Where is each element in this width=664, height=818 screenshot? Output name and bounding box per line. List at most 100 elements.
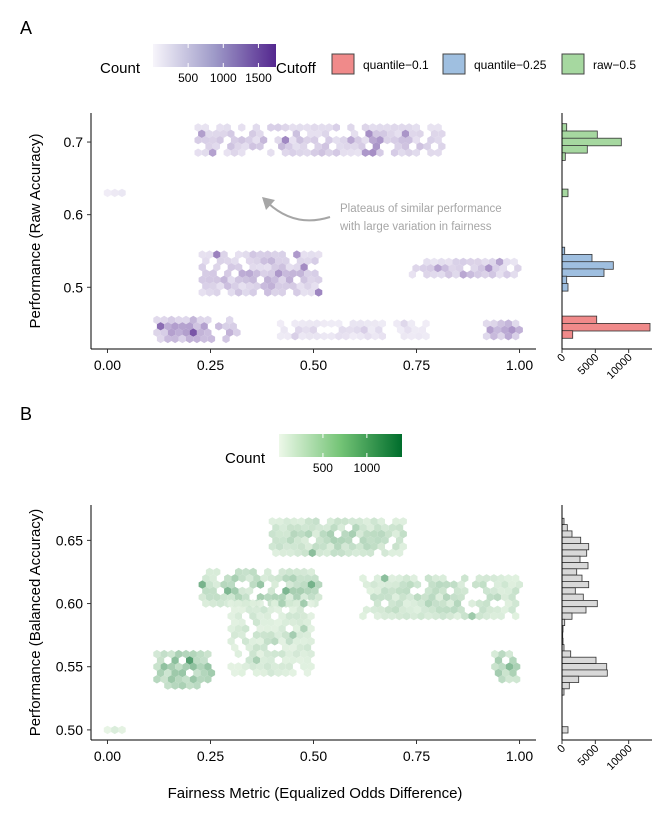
hex-bin — [400, 332, 408, 341]
hex-bin — [483, 599, 491, 608]
hex-bin — [307, 567, 315, 577]
hex-bin — [300, 599, 308, 608]
hex-bin — [406, 605, 414, 614]
hex-bin — [234, 624, 242, 633]
hex-bin — [252, 135, 260, 145]
hex-bin — [201, 135, 209, 145]
hex-bin — [310, 135, 319, 145]
hex-bin — [381, 611, 389, 621]
hex-bin — [296, 148, 304, 157]
hexbin-a — [103, 123, 523, 344]
hex-bin — [213, 288, 221, 297]
hex-bin — [249, 263, 257, 272]
hex-bin — [202, 586, 210, 596]
cutoff-swatch-raw-0-5 — [561, 53, 585, 75]
hex-bin — [390, 135, 399, 145]
hex-bin — [220, 129, 228, 138]
hex-bin — [345, 548, 353, 558]
hex-bin — [297, 542, 305, 551]
hex-bin — [242, 593, 250, 602]
hex-bin — [278, 637, 286, 646]
hex-bin — [509, 668, 517, 678]
hex-bin — [198, 593, 206, 602]
hex-bin — [198, 580, 206, 589]
hex-bin — [260, 574, 268, 583]
hex-bin — [296, 643, 304, 652]
hex-bin — [213, 567, 221, 577]
hex-bin — [226, 315, 234, 325]
hex-bin — [289, 281, 297, 291]
hex-bin — [474, 257, 482, 267]
hex-bin — [216, 256, 225, 266]
hex-bin — [388, 611, 396, 621]
hex-bin — [292, 611, 301, 621]
hex-bin — [488, 270, 496, 279]
hex-bin — [346, 325, 354, 335]
hex-bin — [490, 611, 498, 621]
hex-bin — [508, 325, 516, 335]
histogram-bar — [561, 549, 588, 557]
hex-bin — [430, 270, 438, 279]
hex-bin — [193, 334, 201, 344]
hex-bin — [300, 567, 308, 577]
hex-bin — [497, 611, 505, 621]
hex-bin — [315, 580, 323, 589]
hex-bin — [475, 599, 483, 608]
hex-bin — [395, 586, 403, 596]
hex-bin — [285, 275, 294, 284]
hex-bin — [209, 599, 217, 608]
hex-bin — [388, 586, 396, 596]
hex-bin — [424, 611, 433, 621]
hex-bin — [418, 325, 426, 335]
hex-bin — [242, 599, 250, 608]
hex-bin — [398, 123, 406, 132]
hex-bin — [224, 586, 232, 596]
hex-bin — [193, 681, 201, 690]
hex-bin — [327, 332, 336, 341]
histogram-bar — [561, 574, 583, 582]
hex-bin — [271, 580, 279, 589]
hex-bin — [456, 264, 464, 273]
hex-bin — [450, 593, 458, 602]
hex-bin — [235, 263, 243, 272]
hist-x-tick-label: 5000 — [576, 352, 602, 378]
hex-bin — [205, 567, 214, 577]
hex-bin — [315, 288, 323, 297]
hex-bin — [286, 536, 295, 545]
hex-bin — [315, 250, 323, 259]
hex-bin — [189, 675, 197, 684]
hex-bin — [398, 135, 406, 145]
hex-bin — [309, 325, 317, 335]
hex-bin — [263, 637, 272, 646]
hex-bin — [497, 332, 505, 341]
hex-bin — [285, 637, 293, 646]
hex-bin — [441, 264, 449, 273]
hex-bin — [245, 256, 254, 266]
hex-bin — [238, 586, 246, 596]
hex-bin — [182, 328, 190, 337]
histogram-bar — [561, 593, 584, 601]
hex-bin — [374, 536, 382, 545]
cutoff-label-quantile-0-25: quantile−0.25 — [474, 58, 547, 72]
hex-bin — [356, 517, 364, 526]
hex-bin — [160, 649, 168, 659]
histogram-bar — [561, 322, 651, 332]
hex-bin — [363, 517, 371, 526]
hex-bin — [282, 269, 290, 278]
hex-bin — [312, 529, 320, 539]
cutoff-label-raw-0-5: raw−0.5 — [593, 58, 636, 72]
hex-bin — [337, 523, 345, 532]
hex-bin — [235, 593, 243, 602]
hex-bin — [434, 264, 442, 273]
hex-bin — [242, 662, 250, 671]
hex-bin — [171, 681, 179, 690]
x-tick-label: 0.75 — [403, 748, 430, 764]
hex-bin — [508, 593, 516, 602]
hex-bin — [279, 523, 287, 532]
hex-bin — [249, 275, 257, 284]
hex-bin — [513, 675, 521, 684]
hex-bin — [326, 529, 335, 539]
hex-bin — [289, 656, 297, 665]
hex-bin — [238, 148, 246, 157]
hex-bin — [399, 542, 407, 551]
